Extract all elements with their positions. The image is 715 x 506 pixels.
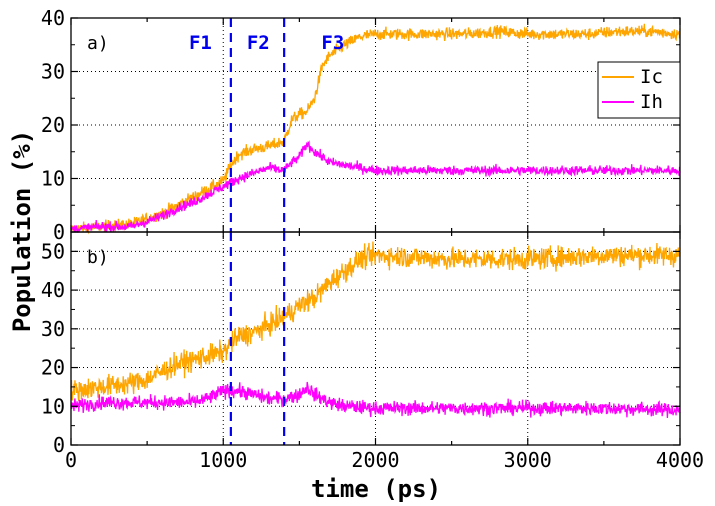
y-tick-label: 30 (41, 317, 65, 341)
y-tick-label: 20 (41, 356, 65, 380)
phase-label-f2: F2 (247, 32, 270, 54)
series-line-ih (70, 140, 681, 233)
x-axis-title: time (ps) (311, 475, 441, 503)
series-line-ih (70, 381, 681, 419)
y-tick-label: 0 (53, 220, 65, 244)
x-tick-label: 0 (65, 448, 77, 472)
phase-label-f1: F1 (189, 32, 212, 54)
legend-box (597, 61, 681, 119)
y-tick-label: 20 (41, 113, 65, 137)
panel-b: 0 10 20 30 40 50 0 1000 2000 3000 4000 b) (41, 231, 704, 472)
y-axis-title: Population (%) (8, 130, 36, 332)
series-line-ic (70, 241, 681, 402)
y-tick-label: 10 (41, 167, 65, 191)
x-tick-label: 3000 (504, 448, 552, 472)
y-tick-label: 10 (41, 394, 65, 418)
y-tick-label: 40 (41, 278, 65, 302)
legend-label-ic: Ic (640, 66, 663, 88)
phase-label-f3: F3 (321, 32, 344, 54)
legend: Ic Ih (597, 61, 681, 119)
panel-label: b) (87, 247, 109, 268)
y-tick-label: 40 (41, 6, 65, 30)
legend-label-ih: Ih (640, 91, 663, 113)
series-line-ic (70, 23, 681, 235)
panel-a: 0 10 20 30 40 a) F1 F2 F3 Ic Ih (41, 6, 681, 244)
x-tick-label: 2000 (351, 448, 399, 472)
y-tick-label: 0 (53, 433, 65, 457)
x-tick-label: 4000 (656, 448, 704, 472)
y-tick-label: 30 (41, 60, 65, 84)
y-tick-label: 50 (41, 239, 65, 263)
panel-label: a) (87, 33, 109, 54)
x-tick-label: 1000 (199, 448, 247, 472)
